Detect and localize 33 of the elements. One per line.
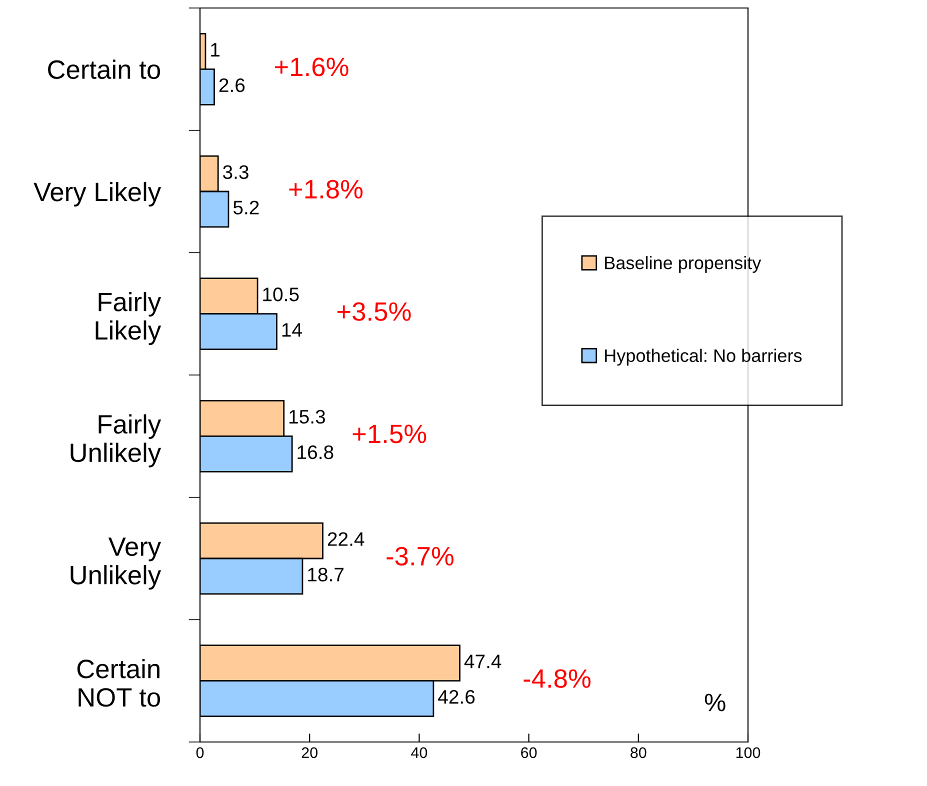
annotation: +3.5% bbox=[337, 302, 411, 321]
x-tick-label: 80 bbox=[630, 747, 646, 758]
data-label: 16.8 bbox=[298, 445, 334, 460]
x-tick-label: 100 bbox=[736, 747, 760, 758]
annotation: -3.7% bbox=[386, 546, 454, 566]
data-label: 5.2 bbox=[233, 200, 259, 214]
y-tick-label: Very Unlikely bbox=[70, 538, 162, 590]
data-label: 2.6 bbox=[219, 78, 245, 92]
annotation: +1.5% bbox=[352, 424, 426, 444]
data-label: 22.4 bbox=[328, 532, 364, 546]
annotation: +1.6% bbox=[274, 58, 348, 76]
y-tick-label: Fairly Unlikely bbox=[70, 414, 162, 468]
annotation: -4.8% bbox=[524, 669, 591, 688]
x-tick-label: 0 bbox=[196, 747, 204, 758]
y-tick-label: Certain to bbox=[48, 60, 160, 79]
x-axis-title: % bbox=[704, 694, 726, 712]
y-tick-label: Very Likely bbox=[34, 182, 162, 207]
legend-label: Hypothetical: No barriers bbox=[605, 348, 802, 366]
x-tick-label: 60 bbox=[521, 747, 537, 758]
x-tick-label: 40 bbox=[411, 747, 428, 758]
data-label: 1 bbox=[211, 43, 220, 56]
data-label: 14 bbox=[282, 323, 302, 337]
annotation: +1.8% bbox=[289, 180, 363, 199]
data-label: 42.6 bbox=[438, 690, 475, 704]
data-label: 18.7 bbox=[308, 568, 344, 582]
legend-label: Baseline propensity bbox=[605, 256, 762, 273]
data-label: 15.3 bbox=[289, 410, 325, 424]
x-tick-label: 20 bbox=[302, 747, 318, 758]
data-label: 3.3 bbox=[222, 165, 248, 179]
y-tick-label: Fairly Likely bbox=[96, 292, 162, 345]
data-label: 10.5 bbox=[263, 288, 299, 302]
y-tick-label: Certain NOT to bbox=[77, 658, 160, 707]
data-label: 47.4 bbox=[464, 654, 502, 668]
